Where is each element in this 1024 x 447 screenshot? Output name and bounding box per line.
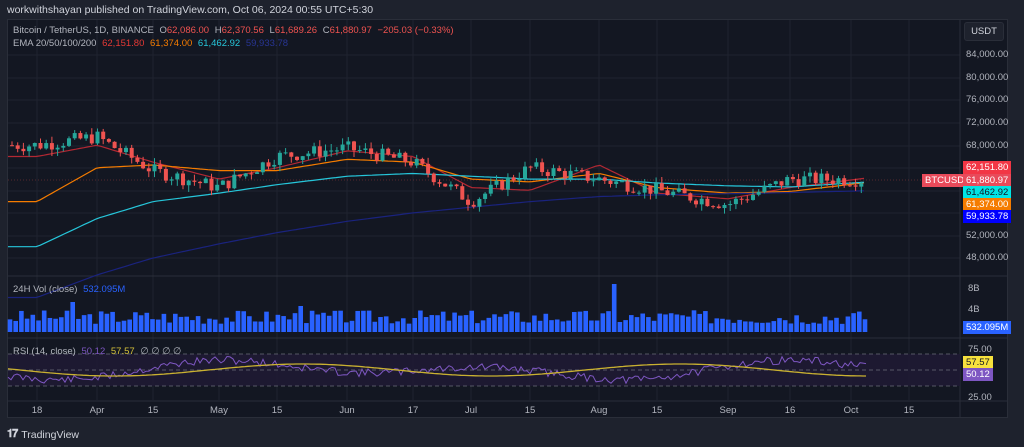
low-value: 61,689.26: [274, 25, 318, 36]
symbol-label-tag: BTCUSDT: [922, 174, 973, 187]
price-tick: 68,000.00: [966, 140, 1009, 151]
change-value: −205.03 (−0.33%): [377, 25, 454, 36]
rsi-extra: ∅ ∅ ∅ ∅: [140, 346, 182, 357]
time-tick: Apr: [89, 405, 105, 416]
rsi-ma-value: 57.57: [110, 346, 135, 357]
symbol-name[interactable]: Bitcoin / TetherUS, 1D, BINANCE: [13, 25, 154, 36]
rsi-tick-25: 25.00: [968, 392, 992, 403]
publish-info: workwithshayan published on TradingView.…: [7, 4, 374, 16]
price-tick: 84,000.00: [966, 49, 1009, 60]
ema20-value: 62,151.80: [102, 38, 145, 49]
price-tick: 72,000.00: [966, 117, 1009, 128]
tradingview-logo-icon: 𝟏𝟕: [7, 428, 18, 440]
time-tick: 18: [31, 405, 43, 416]
price-tick: 76,000.00: [966, 94, 1009, 105]
time-tick: May: [210, 405, 228, 416]
symbol-legend: Bitcoin / TetherUS, 1D, BINANCE O62,086.…: [13, 25, 454, 36]
volume-legend: 24H Vol (close) 532.095M: [13, 284, 128, 295]
time-tick: 15: [524, 405, 536, 416]
volume-tag: 532.095M: [963, 321, 1012, 334]
rsi-value: 50.12: [81, 346, 106, 357]
ema50-price-tag: 61,374.00: [963, 198, 1012, 211]
time-tick: 15: [651, 405, 663, 416]
volume-tick-8b: 8B: [968, 283, 980, 294]
last-price-tag: 61,880.97: [963, 174, 1012, 187]
open-value: 62,086.00: [166, 25, 210, 36]
ema50-value: 61,374.00: [150, 38, 193, 49]
rsi-legend: RSI (14, close) 50.12 57.57 ∅ ∅ ∅ ∅: [13, 346, 184, 357]
time-tick: 15: [903, 405, 915, 416]
ema200-price-tag: 59,933.78: [963, 210, 1012, 223]
ema100-price-tag: 61,462.92: [963, 186, 1012, 199]
time-tick: Jun: [339, 405, 355, 416]
footer: 𝟏𝟕 TradingView: [7, 428, 79, 441]
time-tick: 17: [407, 405, 419, 416]
time-tick: 16: [784, 405, 796, 416]
volume-tick-4b: 4B: [968, 304, 980, 315]
time-tick: Oct: [843, 405, 859, 416]
time-tick: Sep: [719, 405, 737, 416]
rsi-ma-tag: 57.57: [963, 356, 993, 369]
rsi-title[interactable]: RSI (14, close): [13, 346, 76, 357]
ema-legend: EMA 20/50/100/200 62,151.80 61,374.00 61…: [13, 38, 291, 49]
price-tick: 80,000.00: [966, 72, 1009, 83]
close-value: 61,880.97: [329, 25, 372, 36]
rsi-tick-75: 75.00: [968, 344, 992, 355]
footer-brand: TradingView: [21, 428, 80, 441]
time-tick: 15: [271, 405, 283, 416]
price-tick: 52,000.00: [966, 230, 1009, 241]
time-tick: Jul: [464, 405, 478, 416]
time-tick: 15: [147, 405, 159, 416]
volume-title[interactable]: 24H Vol (close): [13, 284, 78, 295]
high-value: 62,370.56: [221, 25, 264, 36]
volume-value: 532.095M: [83, 284, 126, 295]
ema-name[interactable]: EMA 20/50/100/200: [13, 38, 97, 49]
ema100-value: 61,462.92: [197, 38, 241, 49]
price-tick: 48,000.00: [966, 252, 1009, 263]
currency-unit-button[interactable]: USDT: [964, 22, 1004, 41]
ema20-price-tag: 62,151.80: [963, 161, 1012, 174]
rsi-tag: 50.12: [963, 368, 993, 381]
time-tick: Aug: [590, 405, 608, 416]
ema200-value: 59,933.78: [245, 38, 289, 49]
